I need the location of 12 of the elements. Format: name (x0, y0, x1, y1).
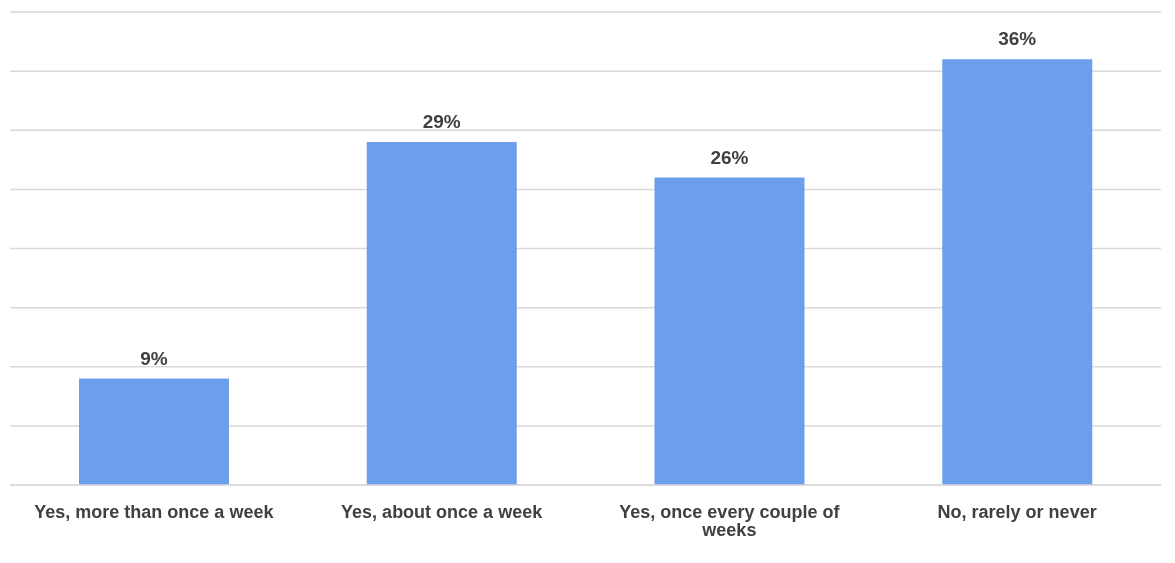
bar (79, 378, 229, 485)
data-label: 36% (998, 28, 1037, 50)
x-tick-label: Yes, about once a week (341, 501, 544, 522)
bar (654, 177, 805, 485)
x-tick-label: Yes, once every couple of weeks (619, 501, 841, 540)
x-tick-label: No, rarely or never (937, 501, 1097, 522)
data-label: 9% (140, 347, 168, 369)
bar (366, 142, 517, 485)
data-label: 29% (422, 111, 461, 133)
x-tick-label: Yes, more than once a week (34, 501, 275, 522)
data-label: 26% (710, 146, 749, 168)
bar (942, 59, 1093, 485)
